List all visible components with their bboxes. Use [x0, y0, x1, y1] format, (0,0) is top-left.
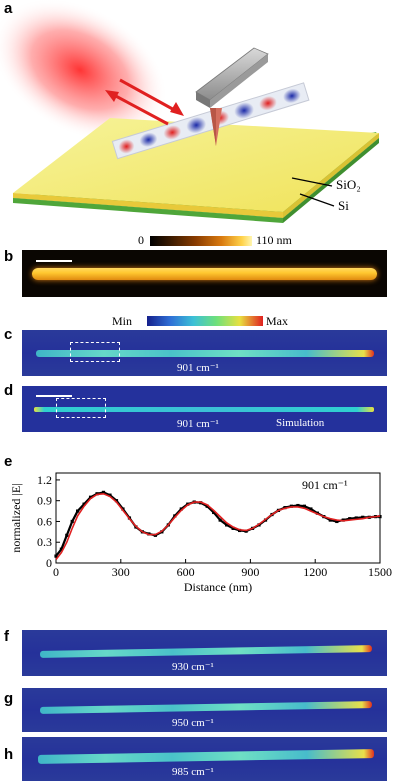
x-tick-label: 1200	[303, 565, 327, 579]
height-colorbar-max: 110 nm	[256, 233, 292, 247]
simulation-map-901: 901 cm⁻¹ Simulation	[22, 386, 387, 432]
panel-label-h: h	[4, 746, 14, 763]
simulation-label: Simulation	[276, 417, 325, 429]
si-label: Si	[338, 198, 349, 213]
sinsi-map-985: 985 cm⁻¹	[22, 737, 387, 781]
measured-rod-h	[37, 749, 375, 764]
measured-rod	[36, 350, 374, 357]
schematic-illustration	[0, 0, 379, 223]
map-label-g: 950 cm⁻¹	[172, 717, 214, 729]
x-tick-label: 900	[241, 565, 259, 579]
height-colorbar	[150, 236, 252, 246]
experiment-series-line	[55, 491, 380, 557]
measured-rod-f	[39, 645, 373, 658]
x-tick-label: 1500	[368, 565, 392, 579]
map-label-c: 901 cm⁻¹	[177, 362, 219, 374]
panel-label-d: d	[4, 382, 14, 399]
panel-label-g: g	[4, 690, 14, 707]
panel-label-c: c	[4, 326, 13, 343]
sio2-layer	[13, 118, 379, 212]
x-tick-label: 600	[177, 565, 195, 579]
field-colorbar	[147, 316, 263, 326]
sinsi-map-950: 950 cm⁻¹	[22, 688, 387, 732]
panel-label-f: f	[4, 628, 9, 645]
zoom-box-d	[56, 398, 106, 418]
sio2-leader	[291, 177, 333, 187]
panel-label-e: e	[4, 453, 13, 470]
height-colorbar-min: 0	[138, 233, 144, 247]
sinsi-map-901: 901 cm⁻¹	[22, 330, 387, 376]
y-axis-label: normalized |E|	[9, 483, 23, 552]
annotation: 901 cm⁻¹	[302, 478, 348, 492]
zoom-box	[70, 342, 120, 362]
map-label-f: 930 cm⁻¹	[172, 661, 214, 673]
sinsi-map-930: 930 cm⁻¹	[22, 630, 387, 676]
y-tick-label: 0.9	[37, 494, 52, 508]
simulated-rod	[34, 407, 374, 412]
measured-rod-g	[39, 701, 373, 714]
panel-label-a: a	[4, 0, 13, 17]
field-colorbar-max: Max	[266, 314, 288, 328]
map-label-d: 901 cm⁻¹	[177, 418, 219, 430]
laser-arrows	[105, 78, 184, 126]
topography-rod	[32, 268, 377, 280]
map-label-h: 985 cm⁻¹	[172, 766, 214, 778]
fit-series-line	[55, 492, 381, 561]
afm-topography-map	[22, 250, 387, 297]
afm-tip	[195, 47, 269, 146]
scale-bar-d	[36, 395, 72, 397]
nanorod	[111, 82, 310, 160]
x-tick-label: 0	[53, 565, 59, 579]
sio2-label: SiO₂	[336, 177, 361, 192]
si-leader	[299, 193, 335, 207]
y-tick-label: 0.3	[37, 535, 52, 549]
field-profile-chart: 0 300 600 900 1200 1500 0 0.3 0.6 0.9 1.2 Distance …	[9, 472, 392, 594]
panel-label-b: b	[4, 248, 14, 265]
scale-bar	[36, 260, 72, 262]
data-point	[54, 554, 58, 558]
x-axis-label: Distance (nm)	[184, 580, 252, 594]
x-tick-label: 300	[112, 565, 130, 579]
laser-beam	[0, 0, 168, 142]
y-tick-label: 1.2	[37, 473, 52, 487]
y-tick-label: 0.6	[37, 514, 52, 528]
field-colorbar-min: Min	[112, 314, 133, 328]
y-tick-label: 0	[46, 556, 52, 570]
